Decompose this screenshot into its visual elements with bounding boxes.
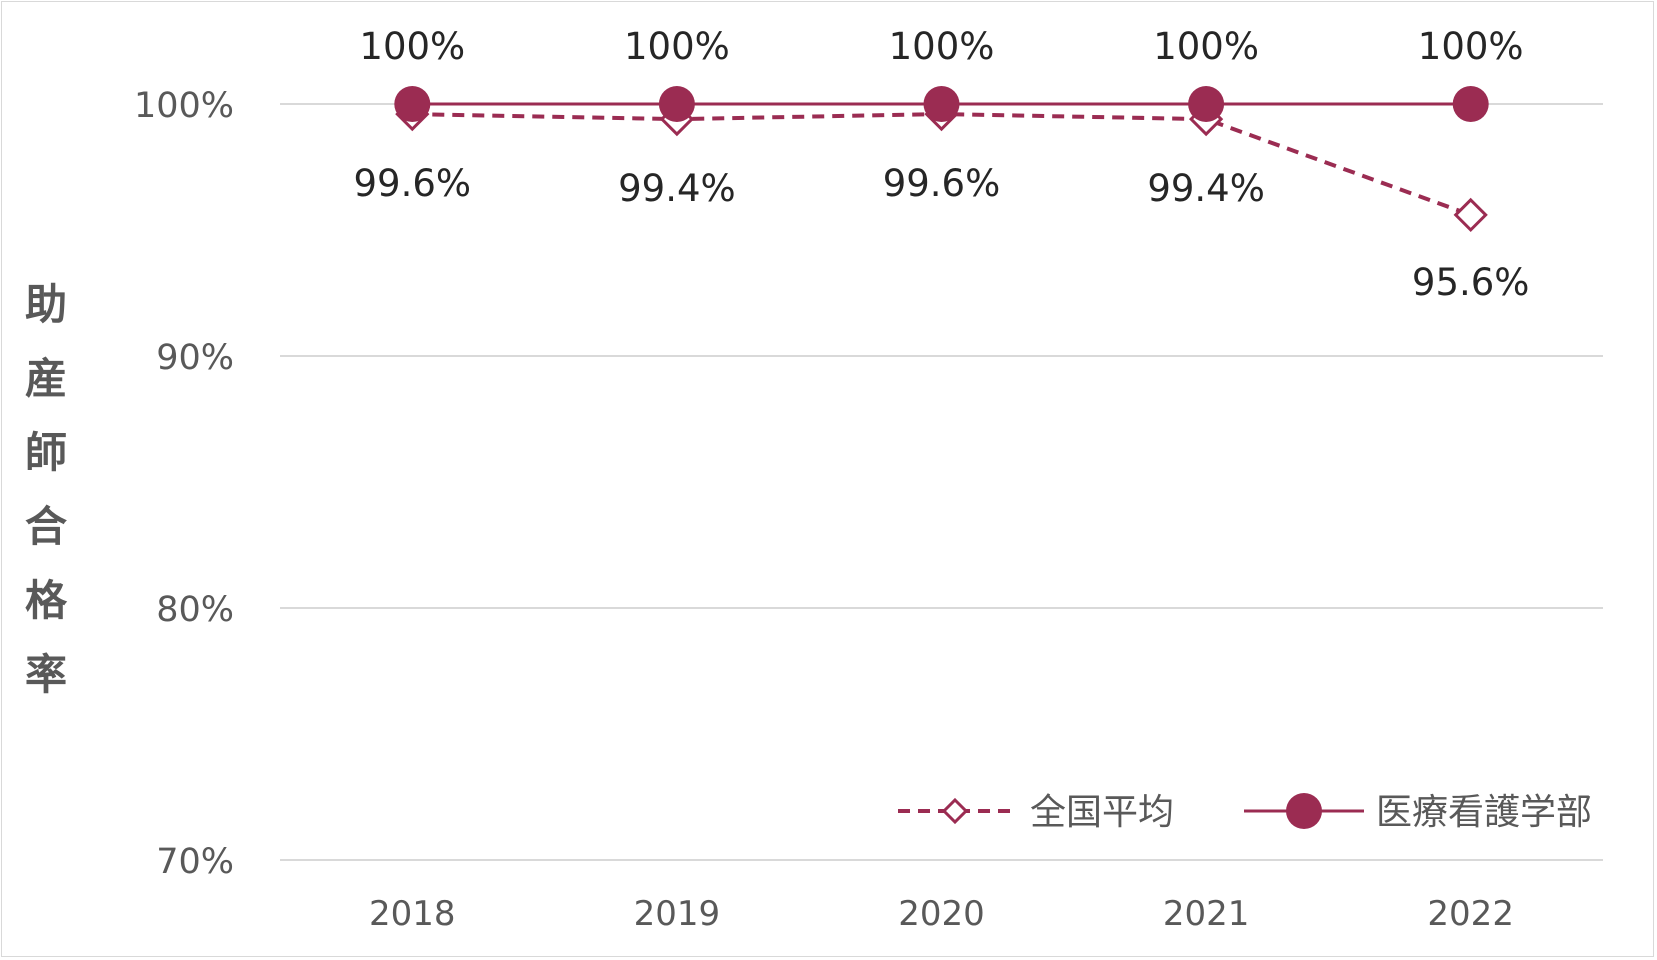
data-label-national-average: 99.4%	[1147, 167, 1265, 210]
y-axis-label-char: 率	[24, 650, 67, 699]
legend-marker-national-average	[941, 797, 969, 825]
legend-marker-faculty	[1286, 793, 1322, 829]
point-faculty	[1452, 86, 1489, 122]
data-label-national-average: 99.4%	[618, 167, 736, 210]
data-labels: 100% 100% 100% 100% 100% 99.6% 99.4% 99.6% 99.4%…	[354, 25, 1530, 304]
x-tick-label: 2019	[634, 894, 721, 934]
point-faculty	[1188, 86, 1225, 122]
y-tick-label: 70%	[156, 842, 234, 882]
y-axis-label-char: 師	[24, 428, 67, 477]
data-label-national-average: 99.6%	[883, 162, 1001, 205]
y-tick-label: 80%	[156, 590, 234, 630]
y-tick-label: 100%	[134, 86, 234, 126]
point-faculty	[923, 86, 960, 122]
gridlines	[280, 103, 1603, 861]
legend-label-national-average: 全国平均	[1030, 792, 1174, 833]
data-label-faculty: 100%	[624, 25, 730, 68]
y-axis-label-char: 合	[24, 502, 67, 551]
x-tick-labels: 2018 2019 2020 2021 2022	[369, 894, 1514, 934]
series-layer	[394, 86, 1489, 233]
data-label-faculty: 100%	[1153, 25, 1259, 68]
legend-label-faculty: 医療看護学部	[1376, 792, 1592, 833]
data-label-faculty: 100%	[889, 25, 995, 68]
point-faculty	[658, 86, 695, 122]
x-tick-label: 2020	[898, 894, 985, 934]
data-label-faculty: 100%	[1418, 25, 1524, 68]
data-label-national-average: 95.6%	[1412, 261, 1530, 304]
y-axis-label-char: 格	[24, 576, 67, 625]
y-axis-label: 助産師合格率	[14, 268, 78, 712]
data-label-national-average: 99.6%	[354, 162, 472, 205]
data-label-faculty: 100%	[359, 25, 465, 68]
x-tick-label: 2021	[1163, 894, 1250, 934]
x-tick-label: 2018	[369, 894, 456, 934]
point-faculty	[394, 86, 431, 122]
y-axis-label-char: 産	[24, 354, 67, 403]
legend: 全国平均 医療看護学部	[898, 792, 1592, 833]
y-tick-labels: 70% 80% 90% 100%	[134, 86, 234, 882]
point-national-average	[1453, 197, 1488, 233]
y-tick-label: 90%	[156, 338, 234, 378]
x-tick-label: 2022	[1427, 894, 1514, 934]
y-axis-label-char: 助	[24, 280, 67, 329]
